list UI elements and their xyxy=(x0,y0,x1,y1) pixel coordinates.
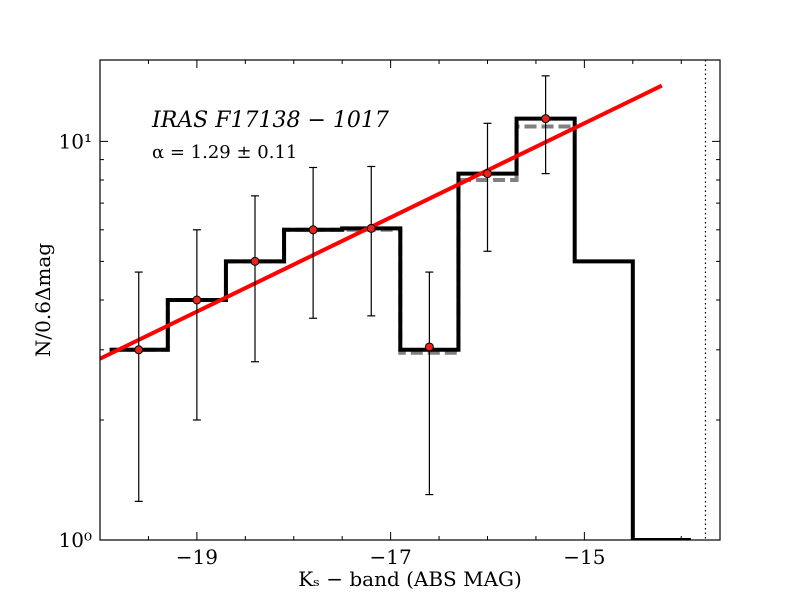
data-point xyxy=(308,225,318,235)
x-axis-label: Kₛ − band (ABS MAG) xyxy=(298,567,522,591)
data-point xyxy=(192,295,202,305)
y-tick-label: 10⁰ xyxy=(59,528,92,552)
data-point xyxy=(541,114,551,124)
fit-line xyxy=(100,83,663,361)
data-point xyxy=(424,342,434,352)
annotation-alpha: α = 1.29 ± 0.11 xyxy=(152,142,297,163)
plot-area xyxy=(100,60,707,540)
data-point xyxy=(483,169,492,179)
data-point xyxy=(134,345,144,355)
axes: −19 −17 −15 10⁰ 10¹ xyxy=(59,59,721,569)
y-axis-label: N/0.6Δmag xyxy=(31,243,55,357)
x-tick-label: −17 xyxy=(370,545,412,569)
y-tick-label: 10¹ xyxy=(59,129,92,153)
x-tick-label: −19 xyxy=(176,545,218,569)
histogram xyxy=(109,116,691,540)
annotation-title: IRAS F17138 − 1017 xyxy=(151,108,389,133)
data-point xyxy=(250,256,260,266)
data-point xyxy=(366,223,376,233)
x-tick-label: −15 xyxy=(563,545,605,569)
